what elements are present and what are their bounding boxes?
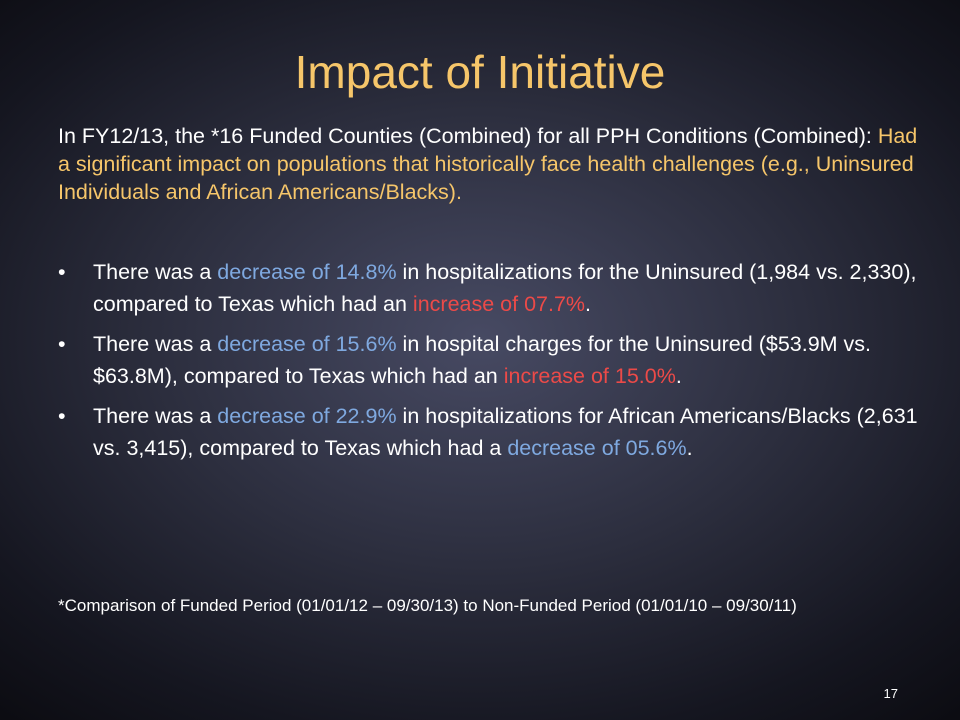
bullet-highlight-increase: increase of 15.0% <box>503 364 676 388</box>
bullet-text: in hospitalizations for African American… <box>93 404 918 460</box>
bullet-text: . <box>585 292 592 316</box>
bullet-text: There was a <box>93 332 218 356</box>
bullet-highlight-decrease: decrease of 15.6% <box>217 332 397 356</box>
bullet-text: . <box>675 364 682 388</box>
bullet-icon: • <box>58 260 66 284</box>
bullet-text: in hospitalizations for the Uninsured (1… <box>93 260 917 316</box>
bullet-item-african-american-hospitalizations: • There was a decrease of 22.9% in hospit… <box>58 400 918 464</box>
intro-text: In FY12/13, the *16 Funded Counties (Com… <box>58 124 878 148</box>
bullet-highlight-decrease: decrease of 14.8% <box>217 260 397 284</box>
bullet-icon: • <box>58 332 66 356</box>
slide-title: Impact of Initiative <box>294 46 666 98</box>
bullet-item-uninsured-charges: • There was a decrease of 15.6% in hospit… <box>58 328 918 392</box>
bullet-text: . <box>686 436 693 460</box>
intro-paragraph: In FY12/13, the *16 Funded Counties (Com… <box>58 122 918 206</box>
bullet-text: There was a <box>93 260 218 284</box>
bullet-highlight-decrease: decrease of 22.9% <box>217 404 397 428</box>
bullet-highlight-increase: increase of 07.7% <box>412 292 586 316</box>
bullet-text: There was a <box>93 404 218 428</box>
bullet-item-uninsured-hospitalizations: • There was a decrease of 14.8% in hospit… <box>58 256 918 320</box>
page-number: 17 <box>883 686 898 701</box>
intro-highlight: Had a significant impact on populations … <box>58 124 918 204</box>
bullet-icon: • <box>58 404 66 428</box>
bullet-list: • There was a decrease of 14.8% in hospit… <box>58 256 918 472</box>
bullet-highlight-decrease-texas: decrease of 05.6% <box>507 436 687 460</box>
bullet-text: in hospital charges for the Uninsured ($… <box>93 332 872 388</box>
footnote: *Comparison of Funded Period (01/01/12 –… <box>58 596 797 615</box>
